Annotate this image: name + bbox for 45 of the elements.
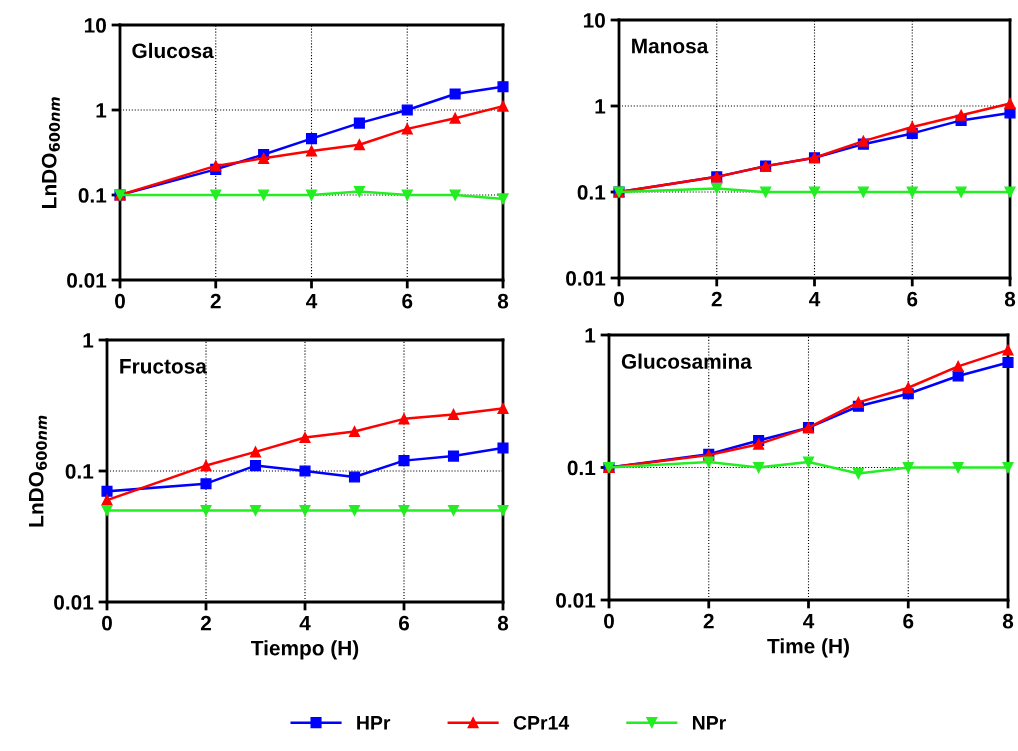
y-axis-title: LnDO$_{600nm}$	[28, 415, 47, 527]
x-axis-title: Time (H)	[767, 638, 849, 658]
x-tick-label: 4	[809, 291, 821, 307]
y-axis-title: LnDO$_{600nm}$	[41, 97, 60, 208]
x-tick-label: 6	[398, 615, 410, 631]
text: Glucosa	[132, 42, 214, 59]
x-tick-label: 4	[306, 293, 318, 309]
y-tick-label: 0.1	[567, 460, 596, 476]
y-tick-label: 10	[583, 13, 605, 28]
x-tick-label: 2	[210, 293, 221, 309]
x-tick-label: 0	[604, 613, 614, 629]
y-tick-label: 0.1	[78, 188, 107, 203]
y-tick-label: 0.01	[556, 593, 596, 608]
legend-label: NPr	[692, 716, 726, 730]
x-axis-title: Tiempo (H)	[251, 640, 359, 660]
x-tick-label: 8	[497, 615, 509, 631]
text: Manosa	[632, 38, 709, 54]
x-tick-label: 8	[1004, 291, 1016, 307]
x-tick-label: 0	[102, 615, 112, 631]
x-tick-label: 2	[711, 291, 722, 307]
x-tick-label: 4	[803, 613, 815, 629]
y-tick-label: 1	[96, 103, 107, 118]
y-tick-label: 0.01	[54, 595, 94, 610]
y-tick-label: 0.01	[566, 271, 606, 286]
x-tick-label: 2	[200, 615, 211, 631]
x-tick-label: 6	[907, 291, 918, 307]
legend-label: CPr14	[513, 715, 570, 730]
y-tick-label: 0.01	[67, 273, 107, 288]
x-tick-label: 6	[402, 293, 413, 309]
x-tick-label: 8	[1002, 613, 1014, 629]
x-tick-label: 2	[703, 613, 714, 629]
y-tick-label: 1	[83, 333, 94, 348]
x-tick-label: 6	[903, 613, 914, 629]
text: Fructosa	[120, 359, 207, 374]
y-tick-label: 0.1	[65, 464, 94, 479]
x-tick-label: 4	[299, 615, 311, 631]
x-tick-label: 0	[614, 291, 624, 307]
y-tick-label: 1	[595, 99, 606, 114]
legend-label: HPr	[357, 716, 391, 730]
y-tick-label: 10	[84, 18, 106, 33]
y-tick-label: 0.1	[577, 185, 606, 200]
y-tick-label: 1	[585, 328, 596, 343]
x-tick-label: 8	[497, 293, 509, 309]
text: Glucosamina	[621, 353, 752, 369]
x-tick-label: 0	[115, 293, 125, 309]
